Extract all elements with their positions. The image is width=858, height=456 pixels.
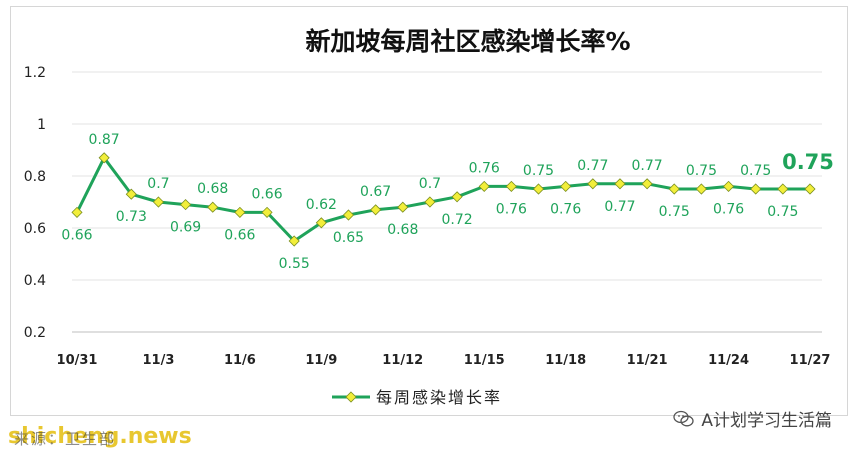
data-point-marker — [397, 201, 409, 213]
data-point-marker — [505, 180, 517, 192]
highlight-data-label: 0.75 — [782, 150, 834, 174]
data-label: 0.66 — [61, 227, 92, 243]
data-label: 0.68 — [197, 181, 228, 197]
data-label: 0.75 — [686, 163, 717, 179]
data-label: 0.77 — [604, 199, 635, 215]
data-label: 0.76 — [713, 201, 744, 217]
x-tick-label: 11/27 — [790, 353, 831, 368]
data-point-marker — [342, 209, 355, 221]
account-name: A计划学习生活篇 — [701, 411, 832, 431]
footer-source-label: 来源：卫生部 — [14, 430, 117, 448]
data-label: 0.69 — [170, 220, 201, 236]
x-tick-label: 11/24 — [708, 353, 749, 368]
data-label: 0.7 — [419, 176, 441, 192]
data-label: 0.75 — [523, 163, 554, 179]
y-tick-label: 0.8 — [24, 169, 46, 185]
legend-label: 每周感染增长率 — [376, 388, 502, 407]
x-tick-label: 10/31 — [57, 353, 98, 368]
y-tick-label: 1 — [37, 117, 46, 133]
data-point-marker — [288, 235, 300, 247]
data-point-marker — [180, 199, 192, 211]
x-tick-label: 11/6 — [224, 353, 256, 368]
data-label: 0.77 — [632, 158, 663, 174]
data-point-marker — [532, 183, 545, 195]
x-tick-label: 11/3 — [142, 353, 174, 368]
data-point-marker — [641, 178, 653, 190]
data-point-marker — [614, 178, 626, 190]
data-point-marker — [451, 191, 463, 203]
x-tick-label: 11/21 — [627, 353, 668, 368]
y-tick-label: 0.4 — [24, 273, 46, 289]
data-label: 0.72 — [441, 212, 472, 228]
chart-title: 新加坡每周社区感染增长率% — [305, 27, 630, 56]
wechat-icon — [673, 410, 695, 428]
y-tick-label: 0.6 — [24, 221, 46, 237]
data-label: 0.55 — [279, 256, 310, 272]
data-point-marker — [261, 206, 273, 218]
data-point-marker — [71, 206, 83, 218]
data-label: 0.68 — [387, 222, 418, 238]
chart-frame — [10, 6, 848, 416]
data-point-marker — [152, 196, 165, 208]
series-line — [75, 156, 810, 243]
data-point-marker — [478, 180, 490, 192]
data-label: 0.87 — [89, 132, 120, 148]
data-point-marker — [668, 183, 680, 195]
data-label: 0.65 — [333, 230, 364, 246]
data-label: 0.76 — [496, 201, 527, 217]
data-point-marker — [560, 180, 572, 192]
data-point-marker — [315, 217, 327, 229]
data-label: 0.76 — [469, 160, 500, 176]
data-point-marker — [234, 206, 246, 218]
data-label: 0.75 — [740, 163, 771, 179]
data-point-marker — [125, 188, 137, 200]
data-point-marker — [207, 201, 219, 213]
data-label: 0.76 — [550, 201, 581, 217]
chart-legend: 每周感染增长率 — [332, 388, 502, 407]
data-point-marker — [424, 196, 436, 208]
data-point-marker — [695, 183, 707, 195]
data-point-marker — [804, 183, 816, 195]
x-tick-label: 11/15 — [464, 353, 505, 368]
data-point-marker — [722, 180, 735, 192]
data-label: 0.62 — [306, 197, 337, 213]
data-point-marker — [777, 183, 789, 195]
data-label: 0.73 — [116, 209, 147, 225]
data-label: 0.7 — [147, 176, 169, 192]
data-point-marker — [587, 178, 599, 190]
y-tick-label: 1.2 — [24, 65, 46, 81]
x-tick-label: 11/12 — [382, 353, 423, 368]
x-tick-label: 11/18 — [545, 353, 586, 368]
data-label: 0.67 — [360, 184, 391, 200]
data-label: 0.77 — [577, 158, 608, 174]
account-badge: A计划学习生活篇 — [673, 406, 832, 431]
legend-marker-swatch — [345, 391, 357, 403]
data-point-marker — [370, 204, 382, 216]
data-point-marker — [98, 152, 110, 164]
data-label: 0.66 — [224, 227, 255, 243]
data-point-marker — [750, 183, 762, 195]
watermark-text: shicheng.news — [8, 424, 192, 449]
data-label: 0.66 — [251, 186, 282, 202]
y-tick-label: 0.2 — [24, 325, 46, 341]
x-tick-label: 11/9 — [305, 353, 337, 368]
data-label: 0.75 — [767, 204, 798, 220]
data-label: 0.75 — [659, 204, 690, 220]
